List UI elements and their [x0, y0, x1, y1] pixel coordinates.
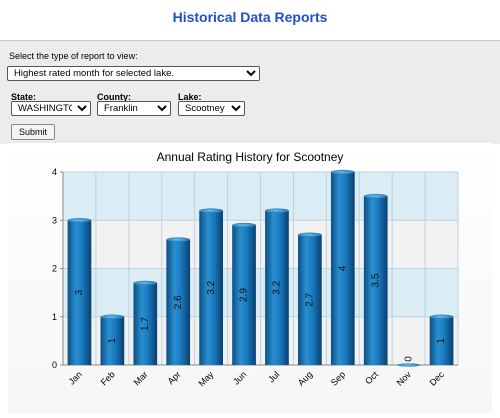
x-tick-label: Aug	[296, 369, 314, 387]
bar-cap	[133, 280, 158, 286]
bar-cap	[67, 218, 92, 223]
state-select[interactable]: WASHINGTON	[11, 101, 91, 116]
bar	[166, 239, 191, 365]
x-tick-label: Nov	[395, 369, 414, 388]
report-type-select[interactable]: Highest rated month for selected lake.	[7, 66, 260, 81]
bar-data-label: 3.2	[272, 280, 283, 294]
bar	[429, 316, 454, 365]
bar	[265, 210, 289, 365]
y-tick-label: 3	[52, 215, 57, 225]
bar-cap	[166, 237, 191, 242]
y-tick-label: 1	[52, 312, 57, 322]
bar-cap	[429, 314, 454, 319]
bar-data-label: 2.7	[305, 292, 316, 306]
bar-data-label: 0	[403, 356, 414, 362]
bar-data-label: 2.6	[173, 295, 184, 309]
county-label: County:	[97, 92, 131, 102]
bar	[298, 234, 322, 365]
x-tick-label: Feb	[99, 369, 117, 387]
x-tick-label: May	[196, 369, 215, 388]
state-label: State:	[11, 92, 37, 102]
x-tick-label: Jan	[67, 369, 84, 386]
report-type-prompt: Select the type of report to view:	[9, 51, 138, 61]
bar-data-label: 2.9	[239, 288, 250, 302]
x-tick-label: Apr	[166, 369, 183, 386]
bar-cap	[199, 208, 223, 213]
lake-select[interactable]: Scootney	[178, 101, 245, 116]
bar-data-label: 3	[74, 289, 85, 295]
lake-label: Lake:	[178, 92, 202, 102]
y-tick-label: 4	[52, 167, 57, 177]
bar-cap	[100, 314, 125, 319]
chart-title: Annual Rating History for Scootney	[157, 150, 344, 164]
chart-area: Annual Rating History for Scootney 0 1 2 3 4…	[8, 143, 492, 413]
county-select[interactable]: Franklin	[97, 101, 171, 116]
bar-cap	[396, 363, 421, 367]
bar-cap	[363, 193, 388, 199]
bar-cap	[298, 232, 322, 237]
bar	[330, 172, 355, 365]
x-tick-label: Dec	[428, 369, 447, 388]
bar-cap	[265, 208, 289, 213]
x-tick-label: Oct	[363, 369, 380, 386]
bar	[133, 282, 158, 365]
bar	[100, 316, 125, 365]
report-form-panel: Select the type of report to view: Highe…	[0, 40, 500, 144]
bar	[232, 225, 256, 365]
bar-data-label: 1	[436, 338, 447, 344]
submit-button[interactable]: Submit	[11, 124, 55, 140]
y-tick-label: 0	[52, 360, 57, 370]
bar-data-label: 4	[337, 265, 348, 271]
rating-bar-chart: Annual Rating History for Scootney 0 1 2 3 4…	[52, 150, 459, 388]
bar	[199, 210, 223, 365]
page-title: Historical Data Reports	[172, 9, 328, 25]
bar-data-label: 1.7	[140, 317, 151, 331]
bar-cap	[232, 222, 256, 228]
x-tick-label: Mar	[132, 369, 150, 387]
bar	[363, 196, 388, 365]
x-tick-label: Sep	[329, 369, 347, 387]
x-tick-label: Jun	[231, 369, 248, 386]
bar	[67, 220, 92, 365]
x-tick-label: Jul	[266, 369, 281, 384]
y-tick-label: 2	[52, 264, 57, 274]
bar-cap	[330, 169, 355, 175]
bar-data-label: 3.2	[206, 280, 217, 294]
bar-data-label: 1	[107, 338, 118, 344]
bar-data-label: 3.5	[370, 273, 381, 287]
